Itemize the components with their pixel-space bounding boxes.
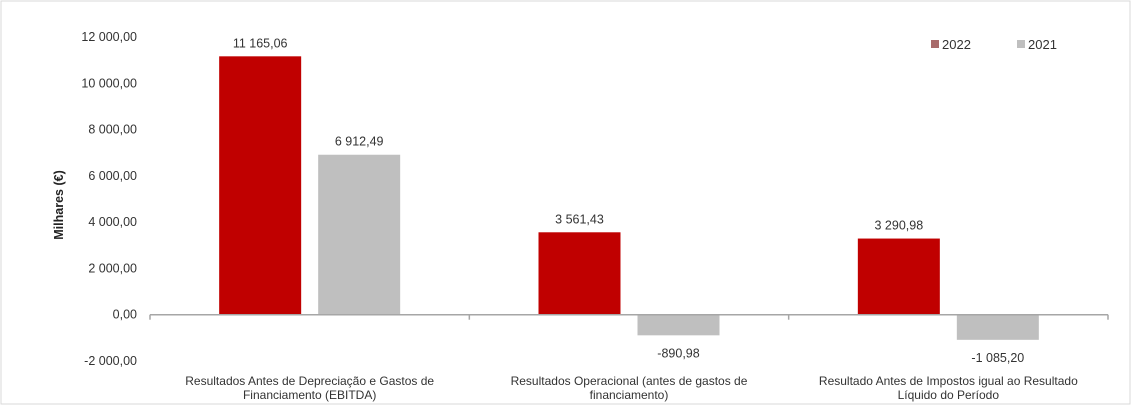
legend-swatch-2021 [1017, 40, 1025, 48]
category-label: Líquido do Período [898, 388, 1000, 402]
legend: 2022 2021 [931, 37, 1057, 52]
y-tick-label: 10 000,00 [81, 76, 137, 90]
data-label-2021-3: -1 085,20 [971, 351, 1024, 365]
bar-2021-2 [637, 314, 720, 336]
legend-label-2021: 2021 [1028, 37, 1057, 52]
y-tick-label: 2 000,00 [88, 261, 137, 275]
axis-layer: 12 000,00 10 000,00 8 000,00 6 000,00 4 000,… [81, 30, 1109, 368]
data-label-2021-2: -890,98 [657, 346, 699, 360]
y-tick-label: 0,00 [113, 308, 137, 322]
data-label-2022-3: 3 290,98 [874, 219, 923, 233]
y-tick-label: 8 000,00 [88, 123, 137, 137]
category-label: Resultados Operacional (antes de gastos … [511, 374, 748, 388]
data-label-2022-1: 11 165,06 [233, 36, 288, 50]
category-label: Resultado Antes de Impostos igual ao Res… [819, 374, 1078, 388]
y-tick-label: 6 000,00 [88, 169, 137, 183]
legend-label-2022: 2022 [942, 37, 971, 52]
y-tick-label: 4 000,00 [88, 215, 137, 229]
bar-2022-2 [538, 232, 621, 315]
y-tick-label: 12 000,00 [81, 30, 137, 44]
bars-layer [219, 56, 1039, 340]
y-axis-title: Milhares (€) [52, 170, 66, 239]
y-tick-label: -2 000,00 [84, 354, 137, 368]
data-label-2021-1: 6 912,49 [335, 135, 384, 149]
category-label: Resultados Antes de Depreciação e Gastos… [185, 374, 434, 388]
category-label: financiamento) [590, 388, 669, 402]
bar-2021-3 [956, 314, 1039, 340]
bar-2022-3 [857, 238, 940, 315]
data-label-2022-2: 3 561,43 [555, 212, 604, 226]
bar-2022-1 [219, 56, 302, 315]
labels-layer: 11 165,06 6 912,49 3 561,43 -890,98 3 290,98… [185, 36, 1078, 402]
bar-2021-1 [318, 154, 401, 315]
legend-swatch-2022 [931, 40, 939, 48]
category-label: Financiamento (EBITDA) [243, 388, 376, 402]
